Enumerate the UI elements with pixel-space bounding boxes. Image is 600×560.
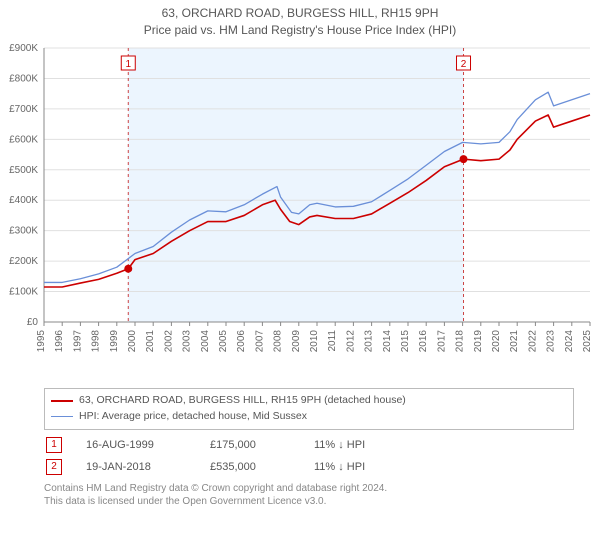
- svg-text:2000: 2000: [127, 330, 138, 353]
- svg-text:2012: 2012: [345, 330, 356, 353]
- legend: 63, ORCHARD ROAD, BURGESS HILL, RH15 9PH…: [44, 388, 574, 430]
- svg-text:2001: 2001: [145, 330, 156, 353]
- svg-text:1997: 1997: [72, 330, 83, 353]
- svg-text:2021: 2021: [509, 330, 520, 353]
- legend-item: 63, ORCHARD ROAD, BURGESS HILL, RH15 9PH…: [51, 393, 567, 409]
- svg-text:2014: 2014: [382, 330, 393, 353]
- line-chart-svg: £0 £100K £200K £300K £400K £500K £600K £700K £80…: [0, 42, 600, 382]
- svg-text:£400K: £400K: [9, 195, 38, 206]
- svg-text:£800K: £800K: [9, 74, 38, 85]
- sale-marker-badge: 1: [46, 437, 62, 453]
- sale-delta: 11% ↓ HPI: [314, 439, 414, 451]
- svg-text:1998: 1998: [91, 330, 102, 353]
- sale-delta: 11% ↓ HPI: [314, 461, 414, 473]
- svg-text:1996: 1996: [54, 330, 65, 353]
- legend-label: 63, ORCHARD ROAD, BURGESS HILL, RH15 9PH…: [79, 393, 406, 409]
- legend-label: HPI: Average price, detached house, Mid …: [79, 409, 307, 425]
- svg-text:2003: 2003: [182, 330, 193, 353]
- svg-text:2007: 2007: [254, 330, 265, 353]
- legend-swatch: [51, 416, 73, 417]
- svg-text:2015: 2015: [400, 330, 411, 353]
- svg-text:2009: 2009: [291, 330, 302, 353]
- sale-row: 2 19-JAN-2018 £535,000 11% ↓ HPI: [44, 456, 574, 478]
- sale-price: £175,000: [210, 439, 290, 451]
- chart-area: £0 £100K £200K £300K £400K £500K £600K £700K £80…: [0, 42, 600, 382]
- svg-text:2024: 2024: [564, 330, 575, 353]
- legend-item: HPI: Average price, detached house, Mid …: [51, 409, 567, 425]
- sale-date: 19-JAN-2018: [86, 461, 186, 473]
- svg-text:£300K: £300K: [9, 226, 38, 237]
- footer-line-2: This data is licensed under the Open Gov…: [44, 495, 574, 508]
- chart-title: 63, ORCHARD ROAD, BURGESS HILL, RH15 9PH: [0, 0, 600, 22]
- svg-text:2008: 2008: [273, 330, 284, 353]
- svg-text:2011: 2011: [327, 330, 338, 352]
- svg-text:2022: 2022: [527, 330, 538, 353]
- svg-text:£100K: £100K: [9, 287, 38, 298]
- svg-text:2018: 2018: [455, 330, 466, 353]
- svg-text:2017: 2017: [436, 330, 447, 353]
- svg-text:2006: 2006: [236, 330, 247, 353]
- svg-text:2016: 2016: [418, 330, 429, 353]
- svg-text:£500K: £500K: [9, 165, 38, 176]
- svg-text:£0: £0: [27, 317, 39, 328]
- sales-table: 1 16-AUG-1999 £175,000 11% ↓ HPI 2 19-JAN-201…: [44, 434, 574, 478]
- sale-row: 1 16-AUG-1999 £175,000 11% ↓ HPI: [44, 434, 574, 456]
- svg-text:2019: 2019: [473, 330, 484, 353]
- svg-text:1995: 1995: [36, 330, 47, 353]
- footer-attribution: Contains HM Land Registry data © Crown c…: [44, 482, 574, 508]
- svg-text:£200K: £200K: [9, 256, 38, 267]
- svg-text:1: 1: [125, 59, 131, 70]
- svg-text:2023: 2023: [546, 330, 557, 353]
- svg-text:2025: 2025: [582, 330, 593, 353]
- svg-text:1999: 1999: [109, 330, 120, 353]
- svg-text:2004: 2004: [200, 330, 211, 353]
- legend-swatch: [51, 400, 73, 402]
- svg-text:£900K: £900K: [9, 43, 38, 54]
- svg-text:2013: 2013: [364, 330, 375, 353]
- svg-text:£700K: £700K: [9, 104, 38, 115]
- svg-text:2020: 2020: [491, 330, 502, 353]
- svg-text:2010: 2010: [309, 330, 320, 353]
- sale-price: £535,000: [210, 461, 290, 473]
- sale-marker-badge: 2: [46, 459, 62, 475]
- sale-date: 16-AUG-1999: [86, 439, 186, 451]
- svg-text:2: 2: [461, 59, 467, 70]
- svg-text:2005: 2005: [218, 330, 229, 353]
- svg-text:2002: 2002: [163, 330, 174, 353]
- chart-subtitle: Price paid vs. HM Land Registry's House …: [0, 22, 600, 43]
- svg-text:£600K: £600K: [9, 135, 38, 146]
- footer-line-1: Contains HM Land Registry data © Crown c…: [44, 482, 574, 495]
